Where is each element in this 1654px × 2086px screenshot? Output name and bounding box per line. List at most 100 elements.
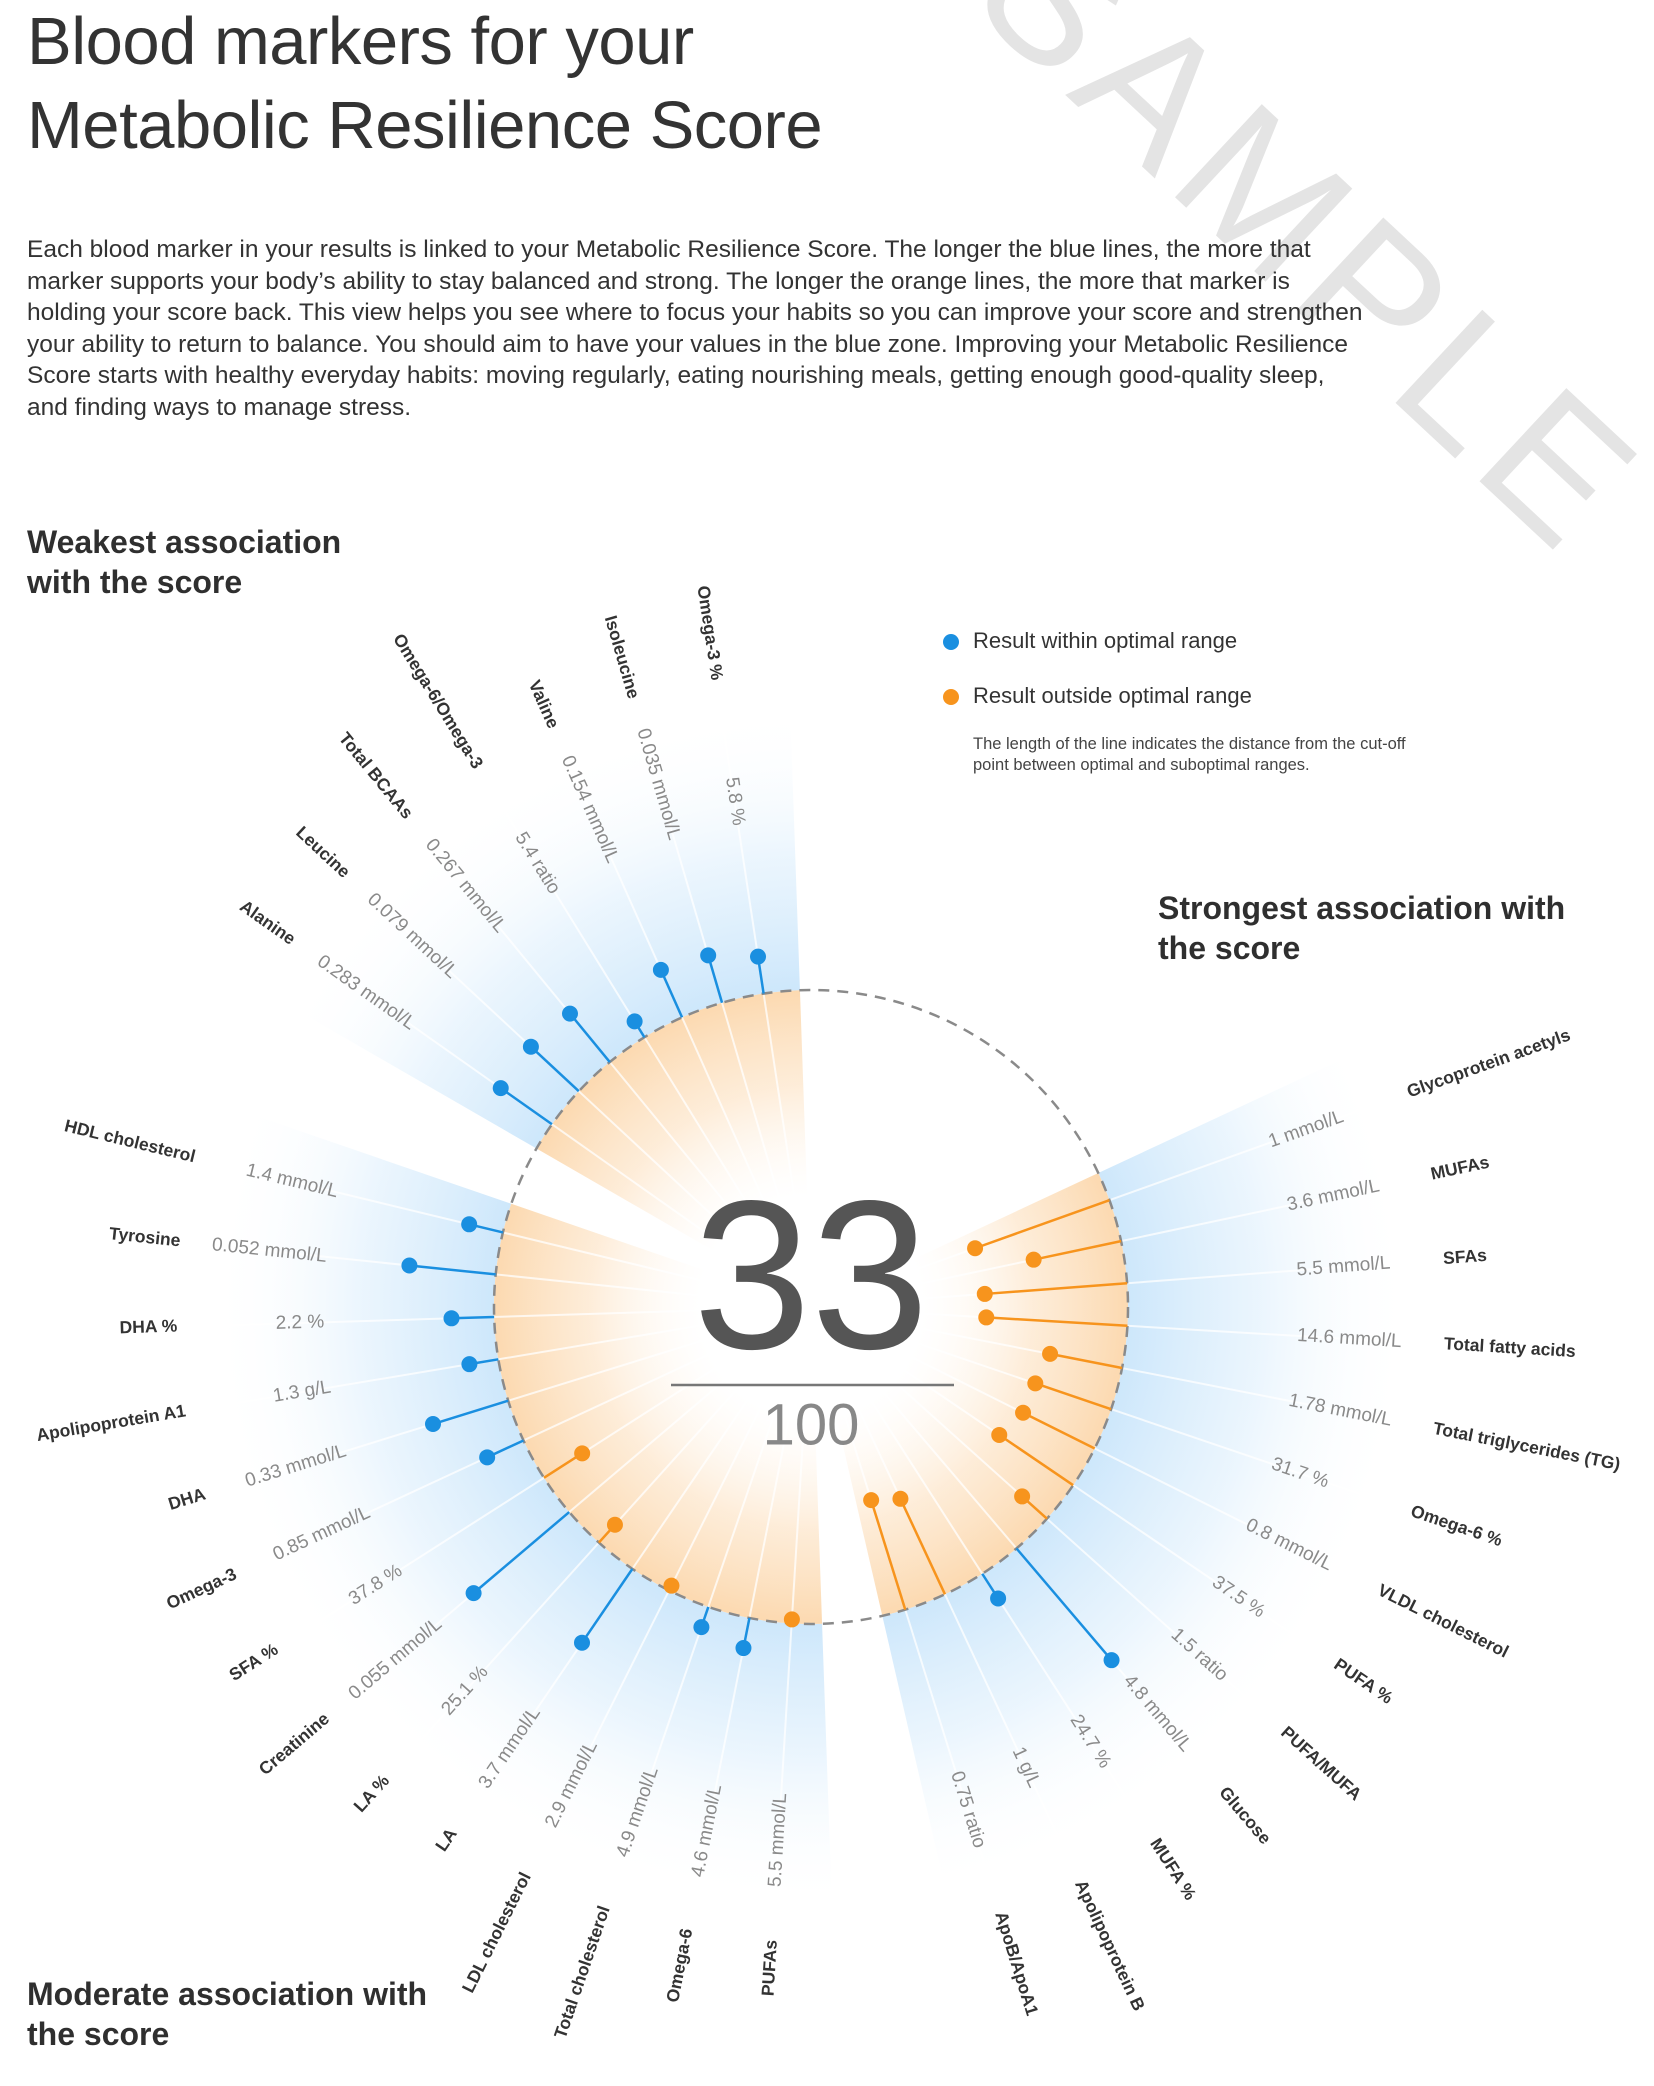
marker-name: LA xyxy=(431,1824,461,1855)
marker-line xyxy=(659,969,684,1018)
marker-line xyxy=(998,1433,1074,1487)
marker-name: VLDL cholesterol xyxy=(1375,1580,1512,1662)
separator xyxy=(901,1368,1308,1646)
marker-line xyxy=(974,1198,1110,1250)
marker-name: Alanine xyxy=(236,896,299,949)
marker-line xyxy=(1033,1239,1122,1261)
marker-dot xyxy=(700,947,717,964)
marker-dot xyxy=(1025,1251,1042,1268)
optimal-zone xyxy=(882,1053,1411,1892)
marker-dot xyxy=(1014,1488,1031,1505)
marker-name: Glucose xyxy=(1215,1782,1275,1848)
intro-text: Each blood marker in your results is lin… xyxy=(27,236,1363,421)
marker-dot xyxy=(492,1080,509,1097)
score-max: 100 xyxy=(763,1392,860,1457)
marker-dot xyxy=(863,1492,880,1509)
marker-line xyxy=(984,1281,1128,1296)
marker-dot xyxy=(573,1634,590,1651)
legend-note: The length of the line indicates the dis… xyxy=(973,735,1406,774)
legend-label: Result outside optimal range xyxy=(973,683,1252,708)
marker-dot xyxy=(892,1490,909,1507)
marker-dot xyxy=(1103,1652,1120,1669)
outside-zone xyxy=(811,1173,1128,1616)
separator xyxy=(869,1399,1136,1813)
marker-line xyxy=(899,1498,947,1595)
marker-name: Omega-6 % xyxy=(1408,1501,1505,1551)
marker-dot xyxy=(606,1516,623,1533)
marker-dot xyxy=(1042,1345,1059,1362)
separator xyxy=(304,1365,719,1632)
separator xyxy=(615,1410,777,1875)
marker-dot xyxy=(990,1590,1007,1607)
marker-line xyxy=(1022,1411,1096,1450)
separator xyxy=(842,1411,991,1881)
group-title: Weakest association with the score xyxy=(27,524,342,600)
marker-dot xyxy=(783,1611,800,1628)
separator xyxy=(219,1324,703,1408)
marker-dot xyxy=(693,1619,710,1636)
marker-dot xyxy=(626,1013,643,1030)
marker-name: PUFAs xyxy=(757,1939,780,1997)
legend-label: Result within optimal range xyxy=(973,628,1237,653)
separator xyxy=(918,1181,1399,1286)
marker-name: PUFA/MUFA xyxy=(1277,1722,1366,1805)
marker-name: MUFAs xyxy=(1429,1152,1491,1184)
title-line: Blood markers for your xyxy=(27,4,694,79)
marker-dot xyxy=(461,1216,478,1233)
marker-dot xyxy=(574,1445,591,1462)
marker-line xyxy=(1015,1547,1113,1661)
separator xyxy=(408,1388,739,1754)
marker-line xyxy=(530,1045,580,1093)
marker-name: SFAs xyxy=(1442,1245,1487,1268)
marker-line xyxy=(432,1399,509,1426)
marker-line xyxy=(986,1316,1128,1328)
marker-dot xyxy=(735,1640,752,1657)
marker-name: MUFA % xyxy=(1146,1834,1201,1904)
marker-dot xyxy=(522,1038,539,1055)
marker-name: Omega-6/Omega-3 xyxy=(389,630,487,772)
separator xyxy=(914,1341,1380,1502)
marker-name: Creatinine xyxy=(255,1708,333,1779)
cutoff-circle xyxy=(492,988,1130,1626)
marker-name: Tyrosine xyxy=(108,1223,182,1250)
marker-name: Total triglycerides (TG) xyxy=(1431,1418,1622,1474)
marker-line xyxy=(580,1568,634,1644)
marker-name: Apolipoprotein B xyxy=(1071,1877,1149,2014)
marker-dot xyxy=(1015,1404,1032,1421)
marker-dot xyxy=(401,1257,418,1274)
group-title: Strongest association with the score xyxy=(1158,890,1566,966)
marker-dot xyxy=(978,1309,995,1326)
marker-line xyxy=(1034,1382,1112,1411)
marker-name: Total fatty acids xyxy=(1443,1333,1576,1361)
marker-name: ApoB/ApoA1 xyxy=(991,1909,1042,2018)
marker-line xyxy=(869,1499,907,1611)
marker-dot xyxy=(976,1285,993,1302)
marker-name: LDL cholesterol xyxy=(458,1869,535,1996)
optimal-zone xyxy=(291,707,800,1149)
marker-line xyxy=(472,1511,571,1595)
marker-name: Glycoprotein acetyls xyxy=(1404,1024,1573,1101)
marker-name: Omega-6 xyxy=(662,1926,696,2004)
marker-name: Apolipoprotein A1 xyxy=(35,1400,187,1445)
marker-dot xyxy=(424,1416,441,1433)
separator xyxy=(908,1355,1349,1576)
marker-dot xyxy=(443,1310,460,1327)
marker-name: Omega-3 xyxy=(163,1564,240,1614)
separator xyxy=(918,1327,1400,1424)
separator xyxy=(892,1379,1259,1709)
marker-dot xyxy=(479,1449,496,1466)
separator xyxy=(494,795,755,1214)
marker-dot xyxy=(991,1426,1008,1443)
marker-line xyxy=(500,1087,553,1126)
marker-line xyxy=(409,1264,496,1276)
marker-name: DHA % xyxy=(119,1316,178,1338)
marker-name: HDL cholesterol xyxy=(63,1115,198,1166)
marker-name: PUFA % xyxy=(1331,1654,1398,1708)
marker-dot xyxy=(461,1356,478,1373)
marker-name: LA % xyxy=(349,1770,393,1816)
marker-dot xyxy=(652,961,669,978)
marker-name: Valine xyxy=(525,677,564,732)
marker-name: Leucine xyxy=(292,822,354,882)
marker-name: Total BCAAs xyxy=(335,728,418,823)
